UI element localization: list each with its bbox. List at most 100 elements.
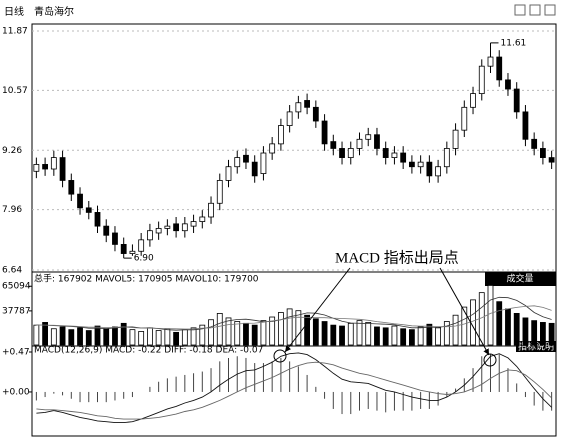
volume-bar [443,321,450,346]
volume-bar [400,328,407,346]
candle-body [312,106,319,122]
candle-body [50,157,57,170]
volume-bar [251,324,258,346]
y-tick-label: 9.26 [2,146,22,156]
control-button[interactable] [544,4,556,16]
y-tick-label: +0.47 [2,348,30,358]
candle-body [330,141,337,149]
volume-bar [85,330,92,346]
volume-bar [146,327,153,346]
candle-body [59,157,66,181]
candle-body [138,239,145,252]
volume-bar [321,321,328,346]
annotation: MACD 指标出局点 [335,249,459,266]
control-button[interactable] [529,4,541,16]
volume-bar [277,312,284,346]
volume-bar [199,324,206,346]
candle-body [339,148,345,158]
volume-bar [155,330,162,346]
candle-body [382,148,389,158]
candle-body [304,100,311,108]
candle-body [85,207,92,213]
volume-bar [208,319,214,346]
candle-body [408,161,415,168]
candle-body [77,193,83,209]
candle-body [496,56,503,81]
exit-circle [483,353,497,367]
volume-bar [129,329,136,346]
volume-bar [173,331,180,346]
volume-bar [120,322,127,346]
stock-name: 青岛海尔 [34,5,74,18]
candle-body [112,232,118,245]
volume-bar [496,301,503,346]
volume-bar [295,310,302,346]
candle-body [155,228,162,234]
candle-body [452,129,459,149]
volume-bar [513,313,520,346]
candle-body [234,157,241,168]
candle-body [33,164,40,172]
volume-bar [540,322,546,346]
volume-bar [435,327,442,346]
volume-button[interactable] [485,272,556,286]
candle-body [251,161,258,177]
volume-bar [216,313,223,346]
candle-body [120,244,127,254]
control-button[interactable] [514,4,526,16]
candle-body [216,180,223,204]
candle-body [129,250,136,254]
volume-bar [164,328,171,346]
exit-circle [273,349,287,363]
macd-button[interactable] [516,341,556,352]
annotation-arrow [284,267,351,353]
candle-body [435,166,442,177]
candle-body [164,225,171,229]
candle-body [173,223,180,232]
volume-bar [103,328,110,346]
candle-body [243,154,249,163]
volume-bar [260,320,267,346]
candle-body [68,180,75,195]
y-tick-label: 6.64 [2,266,22,276]
candle-body [522,111,529,140]
volume-bar [77,327,83,346]
volume-bar [374,326,380,346]
candle-body [347,148,354,158]
volume-bar [243,322,249,346]
volume-bar [531,320,538,346]
candle-body [365,134,372,140]
volume-bar [339,325,345,346]
candle-body [260,152,267,174]
window-controls[interactable] [514,4,556,16]
candle-body [391,152,398,158]
volume-button-label[interactable]: 成交量 [506,273,533,285]
volume-bar [330,324,337,346]
volume-bar [478,292,485,346]
volume-bar [365,322,372,346]
candle-body [208,202,214,218]
candle-body [461,106,468,131]
candle-body [513,88,520,113]
ma-line [36,305,552,330]
volume-bar [452,314,459,346]
volume-info: 总手: 167902 MAVOL5: 170905 MAVOL10: 17970… [34,273,259,285]
candle-body [42,164,48,170]
candle-body [190,221,197,227]
dea-line [36,361,552,420]
candle-body [225,166,232,181]
volume-bar [33,324,40,346]
candle-body [103,225,110,236]
y-tick-label: +0.00 [2,387,30,397]
volume-bar [548,322,555,346]
volume-bar [190,327,197,346]
candle-body [146,230,153,241]
volume-bar [461,306,468,346]
candle-body [181,223,188,232]
volume-bar [68,329,75,346]
volume-bar [487,285,494,346]
volume-bar [304,314,311,346]
volume-bar [417,326,424,346]
candle-body [321,120,328,145]
candle-body [478,65,485,95]
